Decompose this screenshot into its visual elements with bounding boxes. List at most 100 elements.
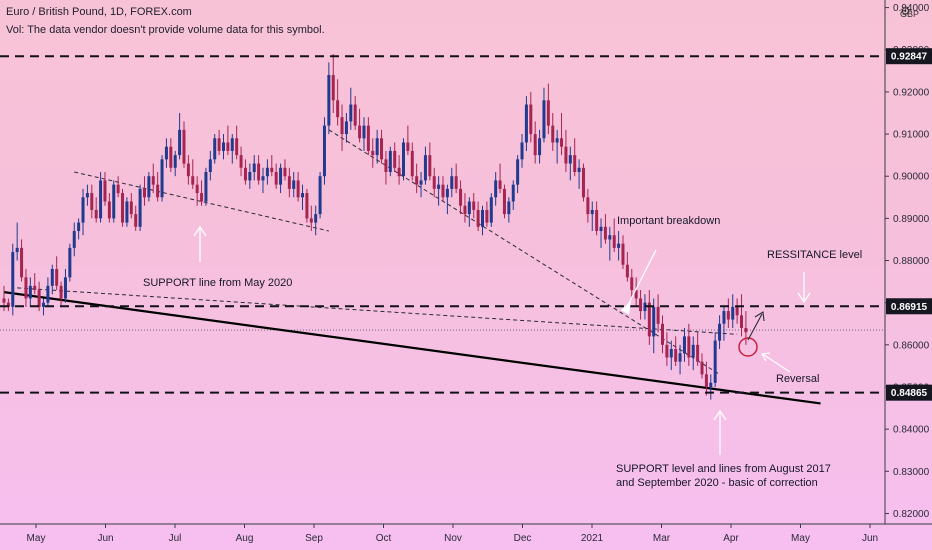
candle (485, 201, 489, 227)
candle (726, 298, 730, 328)
candle (77, 218, 81, 240)
candle (261, 167, 265, 194)
candle (656, 294, 660, 333)
candle (617, 231, 621, 261)
candle (107, 193, 111, 223)
candle (283, 159, 287, 181)
support-line-may-2020[interactable] (17, 287, 738, 335)
candle (647, 290, 651, 345)
candle-body (134, 214, 138, 227)
candle (142, 176, 146, 206)
trendlines[interactable] (3, 129, 821, 405)
x-tick-label: Mar (653, 533, 671, 544)
candle-body (639, 298, 643, 312)
candle (621, 235, 625, 269)
candle-body (257, 163, 261, 181)
candle-body (28, 285, 32, 299)
currency-label: GBP (900, 9, 920, 19)
y-tick-label: 0.90000 (893, 172, 930, 183)
candle (467, 197, 471, 227)
candle-body (265, 167, 269, 177)
x-tick-label: Nov (444, 533, 462, 544)
candle-body (393, 150, 397, 168)
gear-icon[interactable]: ⚙ (900, 4, 911, 18)
candle (68, 243, 72, 282)
candle (546, 83, 550, 135)
candle (735, 298, 739, 324)
candle-body (481, 209, 485, 227)
candle-body (700, 361, 704, 375)
y-tick-label: 0.82000 (893, 509, 930, 520)
candle-body (524, 104, 528, 143)
candle-body (590, 209, 594, 215)
drawings (193, 225, 811, 455)
candle-body (656, 306, 660, 324)
candle-body (661, 323, 664, 345)
candle-body (116, 184, 120, 194)
candle (652, 298, 656, 354)
candle-body (380, 138, 384, 160)
candle-body (204, 171, 208, 202)
level-price-label: 0.86915 (891, 302, 928, 313)
y-tick-label: 0.83000 (893, 467, 930, 478)
candle (599, 218, 603, 248)
candle (454, 163, 458, 194)
x-tick-label: Sep (305, 533, 323, 544)
candle (555, 129, 559, 164)
channel-top-line[interactable] (74, 171, 329, 232)
candle (630, 268, 634, 299)
candle-body (261, 176, 265, 181)
candle (204, 167, 208, 206)
descending-line[interactable] (328, 129, 720, 375)
candle-body (463, 205, 467, 215)
candle (134, 205, 138, 232)
candle-body (344, 121, 348, 135)
x-tick-label: Apr (723, 533, 739, 544)
candle-body (713, 340, 717, 383)
candle-body (489, 197, 493, 223)
candle (634, 277, 638, 307)
candle-body (151, 176, 155, 185)
candle (362, 117, 366, 151)
horizontal-levels[interactable]: 0.92847 0.86915 0.84865 (0, 48, 932, 401)
level-price-tag (886, 48, 932, 65)
candle-body (287, 176, 291, 189)
candle-body (327, 75, 331, 126)
candle-body (274, 171, 278, 185)
candle-body (564, 146, 568, 164)
candle (81, 188, 85, 236)
candle (564, 129, 568, 172)
candle (129, 193, 133, 219)
support-aug-arrowhead (713, 409, 727, 421)
candle-body (529, 104, 533, 135)
candle-body (419, 180, 423, 185)
candle (125, 197, 129, 227)
candle (560, 112, 564, 156)
candle (393, 142, 397, 172)
x-tick-label: Jun (862, 533, 878, 544)
candle (410, 142, 414, 181)
candle-body (2, 298, 6, 303)
candle-body (314, 214, 318, 223)
candle (722, 306, 726, 341)
main-support-line[interactable] (3, 291, 821, 405)
candle (217, 129, 221, 156)
candle (287, 167, 291, 198)
candle-body (68, 247, 72, 278)
reversal-circle-marker (738, 337, 758, 357)
candle-body (643, 302, 647, 312)
candle (731, 294, 735, 328)
candle (24, 268, 28, 307)
candle-body (195, 184, 199, 194)
candle (423, 146, 427, 185)
candle (235, 125, 239, 160)
candle-body (577, 167, 581, 172)
candle-body (230, 138, 234, 151)
x-tick-label: May (27, 533, 46, 544)
candle (265, 159, 269, 185)
candle (151, 163, 155, 194)
candle-body (15, 247, 19, 253)
candle-body (560, 138, 564, 147)
resistance-note: RESSITANCE level (767, 249, 862, 261)
